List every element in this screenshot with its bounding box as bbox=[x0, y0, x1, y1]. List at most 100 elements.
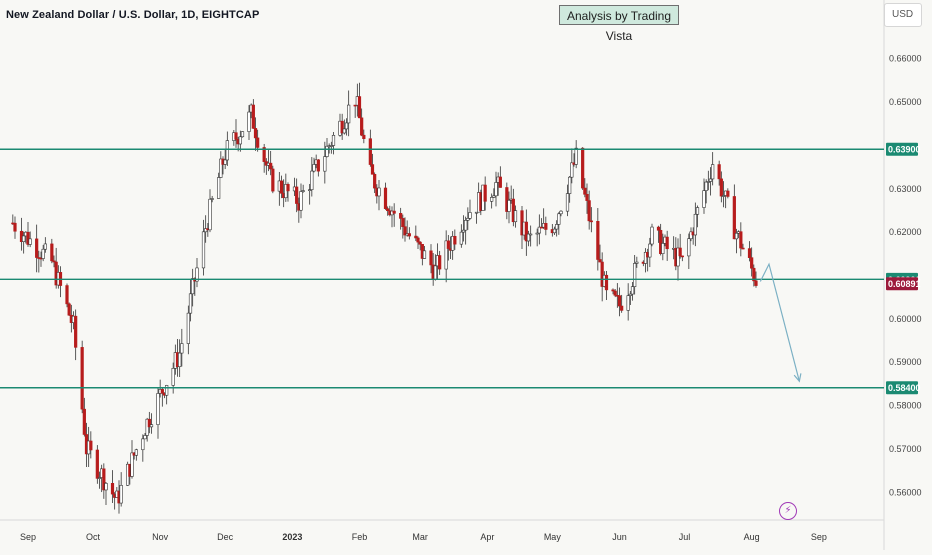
candle-body-173 bbox=[537, 226, 541, 234]
candle-body-163 bbox=[507, 200, 511, 212]
candle-body-109 bbox=[342, 128, 346, 134]
candle-body-174 bbox=[539, 226, 544, 229]
candle-body-39 bbox=[130, 452, 134, 477]
candle-body-128 bbox=[401, 218, 405, 227]
y-tick-label-6: 0.58000 bbox=[889, 401, 922, 411]
level-label-bg-2 bbox=[886, 381, 918, 395]
candle-body-66 bbox=[210, 198, 214, 200]
candle-body-62 bbox=[201, 231, 206, 269]
candle-body-216 bbox=[665, 236, 669, 250]
candle-body-206 bbox=[635, 261, 639, 264]
candle-body-150 bbox=[466, 218, 470, 221]
candle-body-85 bbox=[269, 162, 273, 170]
candle-body-229 bbox=[706, 181, 710, 183]
candle-body-27 bbox=[95, 449, 99, 479]
candle-body-198 bbox=[613, 290, 617, 296]
candle-body-49 bbox=[160, 389, 164, 394]
candle-body-178 bbox=[552, 228, 557, 234]
candle-body-242 bbox=[747, 248, 752, 258]
candle-body-197 bbox=[611, 289, 615, 292]
x-tick-label-11: Aug bbox=[744, 532, 760, 542]
candle-body-42 bbox=[141, 438, 145, 451]
currency-selector[interactable] bbox=[884, 3, 922, 27]
candle-body-56 bbox=[180, 343, 184, 354]
candle-body-23 bbox=[82, 408, 86, 435]
y-tick-label-0: 0.66000 bbox=[889, 54, 922, 64]
candle-body-131 bbox=[407, 233, 411, 237]
candle-body-157 bbox=[490, 197, 494, 202]
candle-body-161 bbox=[498, 176, 502, 188]
candle-body-76 bbox=[240, 131, 245, 138]
x-tick-label-0: Sep bbox=[20, 532, 36, 542]
watermark-label: Analysis by Trading Vista bbox=[559, 5, 679, 43]
candle-body-136 bbox=[422, 250, 427, 259]
candle-body-80 bbox=[253, 128, 258, 139]
candle-body-241 bbox=[741, 247, 745, 250]
candle-body-190 bbox=[587, 200, 591, 222]
candle-body-179 bbox=[555, 224, 559, 230]
candle-body-210 bbox=[648, 243, 652, 258]
candle-body-201 bbox=[620, 305, 624, 311]
level-label-0: 0.63900 bbox=[888, 145, 921, 155]
candle-body-68 bbox=[219, 158, 223, 178]
candle-body-196 bbox=[604, 274, 609, 291]
candle-body-6 bbox=[28, 238, 32, 245]
candle-body-77 bbox=[247, 111, 251, 132]
candle-body-191 bbox=[589, 220, 593, 223]
lightning-bolt-icon[interactable]: ⚡ bbox=[779, 502, 797, 520]
candle-body-166 bbox=[513, 210, 518, 223]
candle-body-205 bbox=[633, 263, 637, 287]
candle-body-180 bbox=[557, 213, 561, 225]
candle-body-111 bbox=[347, 104, 351, 124]
candle-body-63 bbox=[204, 228, 208, 233]
candle-body-231 bbox=[711, 164, 715, 180]
candle-body-236 bbox=[726, 190, 730, 197]
candle-body-93 bbox=[295, 186, 299, 204]
candle-body-101 bbox=[316, 159, 320, 172]
candle-body-162 bbox=[505, 187, 509, 212]
candle-body-244 bbox=[752, 267, 756, 282]
candle-body-237 bbox=[732, 196, 736, 240]
candle-body-1 bbox=[13, 222, 17, 232]
candle-body-211 bbox=[650, 226, 654, 245]
candle-body-158 bbox=[492, 195, 496, 198]
candle-body-13 bbox=[52, 260, 56, 263]
level-label-2: 0.58400 bbox=[888, 383, 921, 393]
projection-arrow-line bbox=[759, 262, 800, 382]
candle-body-129 bbox=[403, 226, 407, 236]
candle-body-67 bbox=[217, 177, 221, 199]
candle-body-7 bbox=[35, 238, 39, 258]
candle-body-118 bbox=[370, 164, 375, 175]
candle-body-187 bbox=[581, 147, 585, 189]
candle-body-117 bbox=[368, 138, 372, 165]
candle-body-233 bbox=[719, 178, 723, 197]
candle-body-106 bbox=[331, 135, 336, 146]
x-tick-label-4: 2023 bbox=[282, 532, 302, 542]
candle-body-115 bbox=[360, 117, 364, 136]
candle-body-36 bbox=[119, 485, 123, 504]
y-tick-label-7: 0.57000 bbox=[889, 444, 922, 454]
x-tick-label-12: Sep bbox=[811, 532, 827, 542]
candle-body-181 bbox=[559, 210, 563, 215]
candle-body-225 bbox=[693, 213, 697, 236]
symbol-title: New Zealand Dollar / U.S. Dollar, 1D, EI… bbox=[6, 9, 260, 21]
candle-body-58 bbox=[188, 293, 193, 314]
candle-body-18 bbox=[67, 303, 71, 316]
candle-body-147 bbox=[459, 231, 463, 245]
candle-body-213 bbox=[659, 229, 663, 254]
candle-body-170 bbox=[526, 233, 531, 242]
candle-body-202 bbox=[626, 295, 630, 311]
candle-body-200 bbox=[617, 295, 622, 307]
y-tick-label-4: 0.60000 bbox=[889, 314, 922, 324]
candle-body-52 bbox=[171, 368, 175, 386]
candle-body-65 bbox=[208, 198, 212, 231]
candle-body-121 bbox=[377, 187, 381, 197]
candle-body-143 bbox=[446, 240, 450, 249]
candle-body-212 bbox=[656, 226, 661, 231]
candle-body-91 bbox=[286, 184, 290, 192]
candle-body-142 bbox=[444, 240, 448, 270]
y-tick-label-2: 0.63000 bbox=[889, 184, 922, 194]
